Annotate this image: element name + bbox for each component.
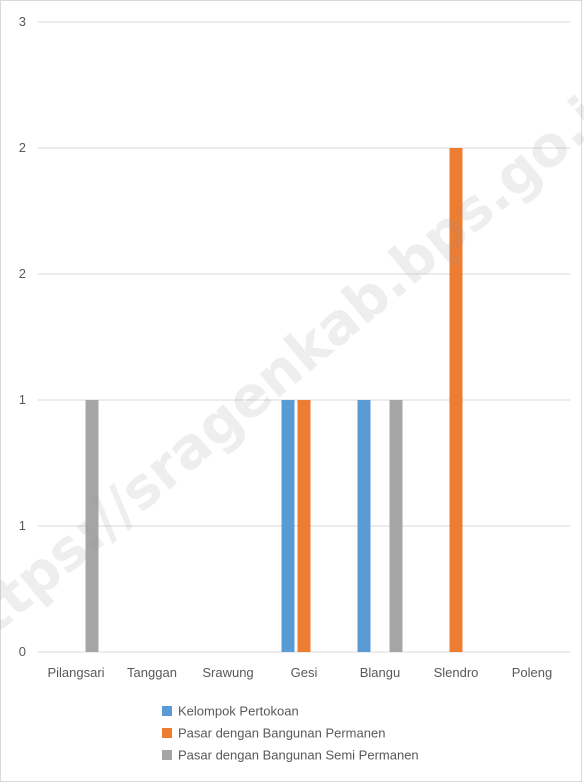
bar bbox=[449, 148, 463, 652]
x-tick-label: Tanggan bbox=[127, 665, 177, 680]
x-tick-label: Slendro bbox=[434, 665, 479, 680]
bar bbox=[281, 400, 295, 652]
x-tick-label: Poleng bbox=[512, 665, 552, 680]
axis-layer: 0 1 1 2 2 3 Pilangsari Tanggan Srawung Gesi Blangu… bbox=[19, 14, 552, 680]
bar bbox=[357, 400, 371, 652]
y-tick-label: 2 bbox=[19, 140, 26, 155]
bars-layer bbox=[85, 148, 463, 652]
legend-swatch bbox=[162, 728, 172, 738]
legend-label: Pasar dengan Bangunan Semi Permanen bbox=[178, 748, 419, 763]
y-tick-label: 1 bbox=[19, 518, 26, 533]
legend-swatch bbox=[162, 706, 172, 716]
y-tick-label: 2 bbox=[19, 266, 26, 281]
x-tick-label: Pilangsari bbox=[47, 665, 104, 680]
y-tick-label: 3 bbox=[19, 14, 26, 29]
y-tick-label: 0 bbox=[19, 644, 26, 659]
x-tick-label: Srawung bbox=[202, 665, 253, 680]
y-tick-label: 1 bbox=[19, 392, 26, 407]
bar bbox=[297, 400, 311, 652]
grid-layer bbox=[38, 21, 570, 653]
x-tick-label: Gesi bbox=[291, 665, 318, 680]
legend-label: Pasar dengan Bangunan Permanen bbox=[178, 726, 385, 741]
x-tick-label: Blangu bbox=[360, 665, 400, 680]
legend-swatch bbox=[162, 750, 172, 760]
bar bbox=[389, 400, 403, 652]
legend: Kelompok Pertokoan Pasar dengan Bangunan … bbox=[162, 704, 419, 763]
bar bbox=[85, 400, 99, 652]
legend-label: Kelompok Pertokoan bbox=[178, 704, 299, 719]
